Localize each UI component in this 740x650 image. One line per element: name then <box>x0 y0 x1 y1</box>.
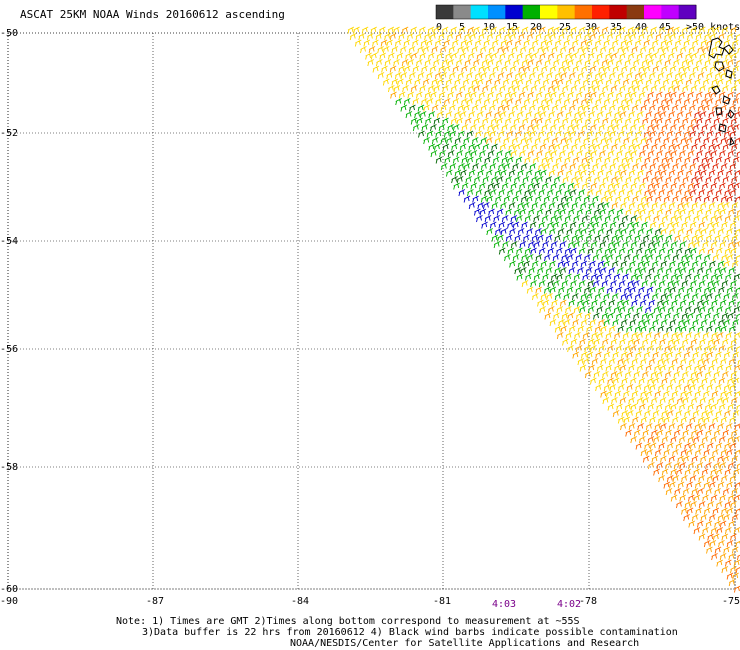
lon-label-2: -84 <box>291 596 309 607</box>
time-label-4-02: 4:02 <box>557 599 582 610</box>
scale-label-6: 30 <box>585 22 597 33</box>
note-line-2: 3)Data buffer is 22 hrs from 20160612 4)… <box>142 627 678 638</box>
scale-swatch-6 <box>540 5 558 19</box>
lat-label-4: -58 <box>0 462 18 473</box>
note-line-3: NOAA/NESDIS/Center for Satellite Applica… <box>290 638 640 649</box>
scale-label-1: 5 <box>459 22 465 33</box>
lat-lon-grid <box>7 32 736 590</box>
scale-swatch-4 <box>505 5 524 19</box>
barb-group-6 <box>458 189 656 314</box>
scale-swatch-9 <box>592 5 610 19</box>
scale-swatch-0 <box>436 5 454 19</box>
time-label-4-03: 4:03 <box>492 599 517 610</box>
lon-label-1: -87 <box>146 596 164 607</box>
barb-group-0 <box>347 26 740 424</box>
coastline-islands <box>708 37 735 146</box>
lat-label-2: -54 <box>0 236 18 247</box>
scale-label-8: 40 <box>635 22 647 33</box>
scale-swatch-1 <box>453 5 472 19</box>
plot-frame <box>7 32 736 590</box>
lat-label-5: -60 <box>0 584 18 595</box>
scale-swatch-8 <box>574 5 593 19</box>
scale-swatch-14 <box>678 5 697 19</box>
scale-swatch-5 <box>522 5 541 19</box>
barb-group-1 <box>368 26 740 587</box>
scale-swatch-10 <box>609 5 628 19</box>
barb-group-4 <box>409 104 740 333</box>
scale-swatch-12 <box>644 5 662 19</box>
scale-label-5: 25 <box>559 22 571 33</box>
scale-swatch-11 <box>626 5 645 19</box>
scale-swatch-3 <box>488 5 506 19</box>
barb-group-2 <box>625 91 740 593</box>
wind-barbs <box>347 26 740 593</box>
note-line-1: Note: 1) Times are GMT 2)Times along bot… <box>116 616 580 627</box>
scale-swatch-2 <box>470 5 489 19</box>
scale-swatch-13 <box>661 5 680 19</box>
lon-label-0: -90 <box>0 596 18 607</box>
lon-label-3: -81 <box>433 596 451 607</box>
lat-label-0: -50 <box>0 28 18 39</box>
lon-label-5: -75 <box>722 596 740 607</box>
barb-group-3 <box>395 98 740 333</box>
scale-label-2: 10 <box>483 22 495 33</box>
scale-border <box>435 4 697 20</box>
lon-label-4: -78 <box>579 596 597 607</box>
map-title: ASCAT 25KM NOAA Winds 20160612 ascending <box>20 8 285 21</box>
lat-label-1: -52 <box>0 128 18 139</box>
barb-group-5 <box>689 111 740 203</box>
axis-labels: -90 -87 -84 -81 -78 -75 -50 -52 -54 -56 -58 -60 <box>0 28 740 607</box>
lat-label-3: -56 <box>0 344 18 355</box>
scale-swatch-7 <box>557 5 576 19</box>
